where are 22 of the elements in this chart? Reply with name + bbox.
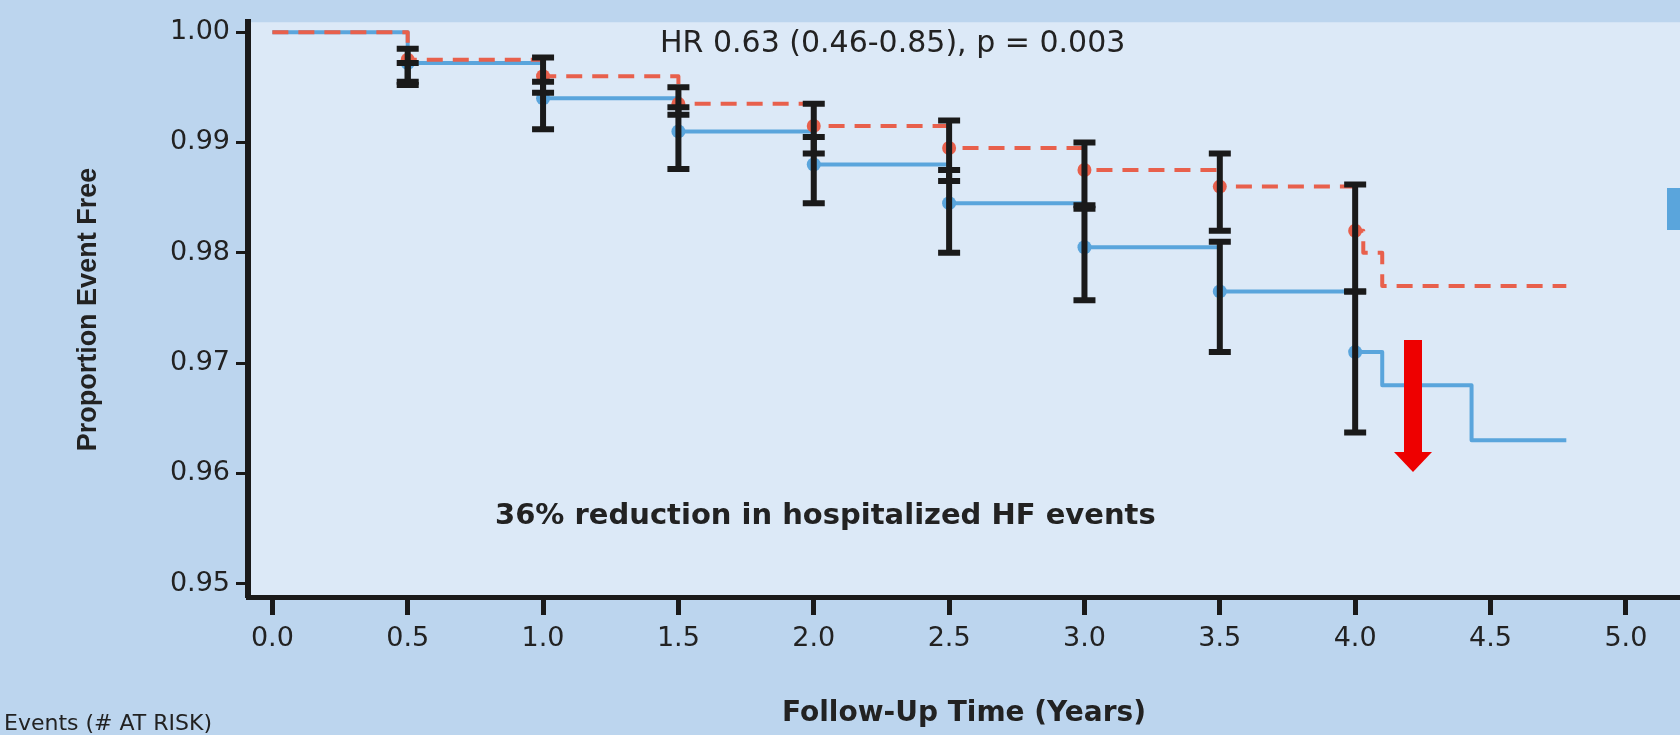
x-tick-label: 4.0 bbox=[1333, 621, 1377, 653]
y-tick-label: 0.97 bbox=[169, 345, 230, 377]
x-tick-label: 1.5 bbox=[656, 621, 700, 653]
y-axis-title: Proportion Event Free bbox=[71, 167, 102, 452]
x-tick-label: 1.0 bbox=[521, 621, 565, 653]
x-tick-label: 5.0 bbox=[1604, 621, 1648, 653]
y-tick-label: 0.99 bbox=[169, 124, 230, 156]
annotation: 36% reduction in hospitalized HF events bbox=[495, 497, 1156, 531]
text: Events (# AT RISK) bbox=[4, 710, 213, 735]
x-tick-label: 3.0 bbox=[1062, 621, 1106, 653]
x-tick-label: 4.5 bbox=[1469, 621, 1512, 653]
y-tick-label: 1.00 bbox=[169, 14, 230, 46]
x-tick-label: 2.5 bbox=[927, 621, 971, 653]
x-axis-title: Follow-Up Time (Years) bbox=[782, 695, 1146, 729]
x-tick-label: 0.0 bbox=[250, 621, 294, 653]
x-tick-label: 3.5 bbox=[1198, 621, 1242, 653]
annotation: HR 0.63 (0.46-0.85), p = 0.003 bbox=[660, 24, 1126, 59]
x-tick-label: 2.0 bbox=[792, 621, 836, 653]
y-tick-label: 0.96 bbox=[169, 455, 230, 487]
y-tick-label: 0.95 bbox=[169, 565, 230, 597]
x-tick-label: 0.5 bbox=[386, 621, 430, 653]
y-tick-label: 0.98 bbox=[169, 234, 230, 266]
